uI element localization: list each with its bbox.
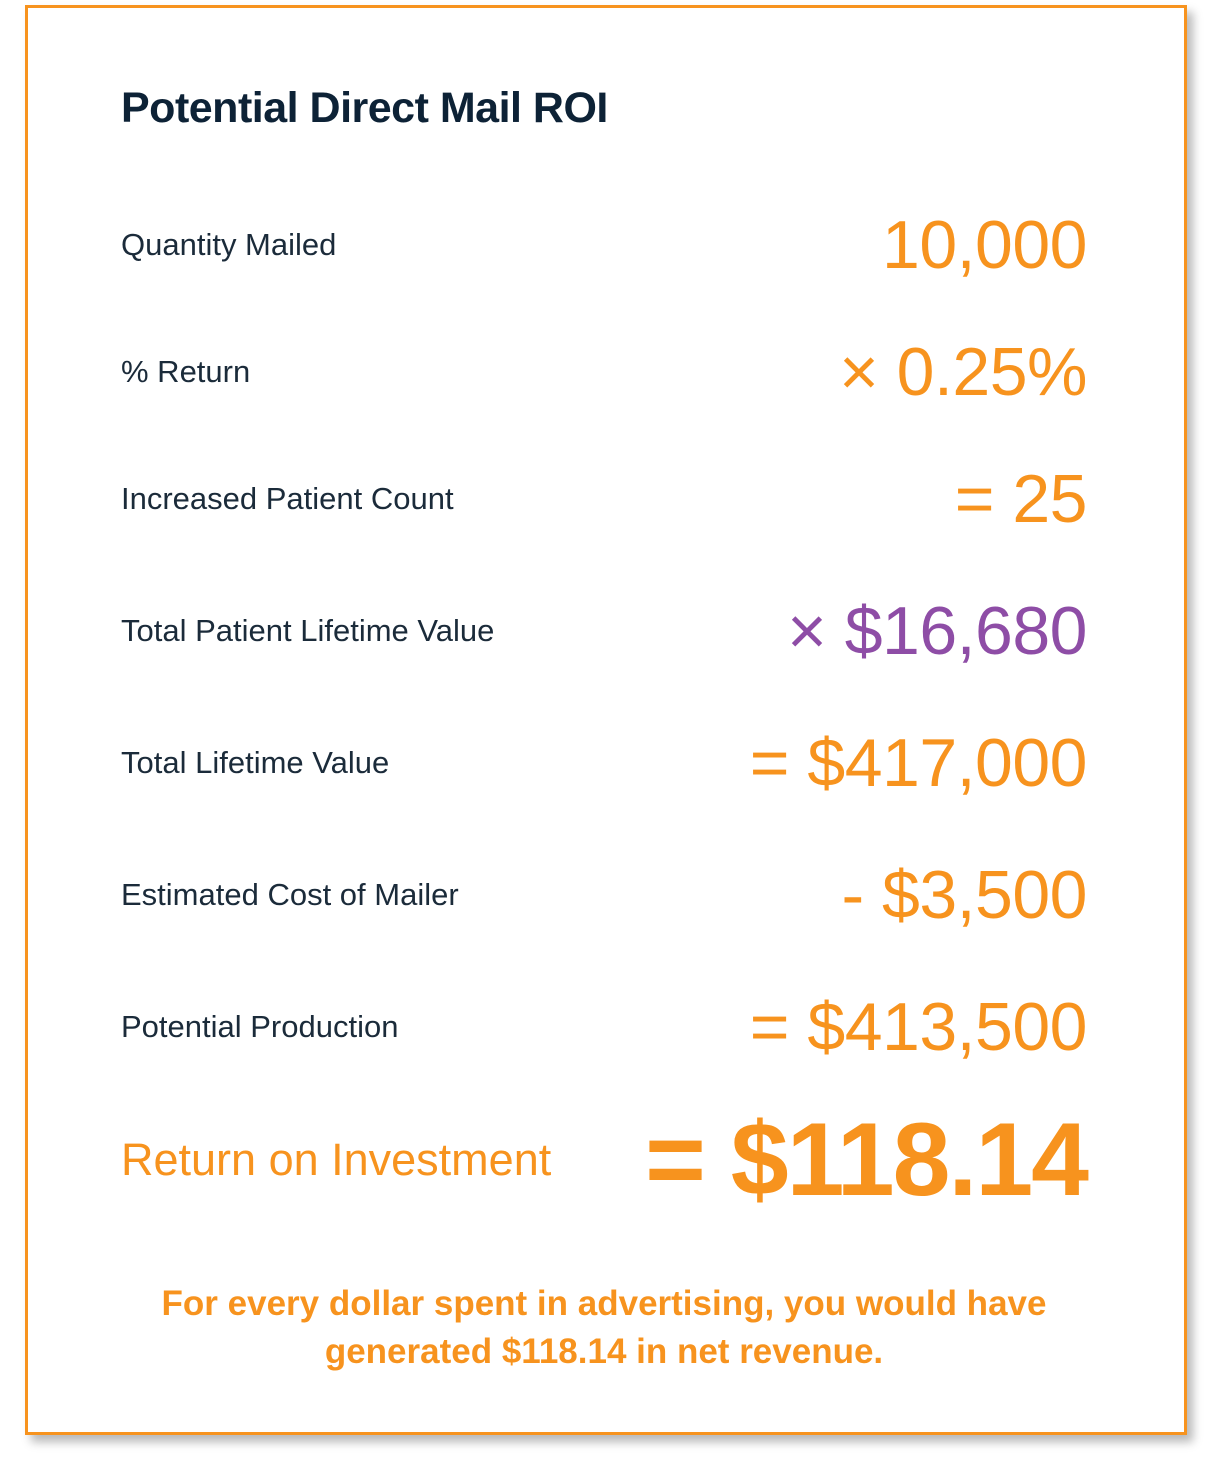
row-value: = $413,500 (749, 989, 1088, 1065)
row-return-on-investment: Return on Investment = $118.14 (121, 1095, 1089, 1225)
row-label: Potential Production (121, 1009, 399, 1044)
row-label: Total Lifetime Value (121, 745, 390, 780)
row-label: Total Patient Lifetime Value (121, 613, 495, 648)
row-quantity-mailed: Quantity Mailed 10,000 (121, 190, 1087, 300)
row-label: % Return (121, 354, 251, 389)
footnote-line-1: For every dollar spent in advertising, y… (161, 1284, 1047, 1323)
row-label: Quantity Mailed (121, 227, 337, 262)
row-value: = $417,000 (749, 725, 1088, 801)
card-title: Potential Direct Mail ROI (121, 84, 608, 132)
row-label: Increased Patient Count (121, 481, 454, 516)
row-increased-patient-count: Increased Patient Count = 25 (121, 444, 1088, 554)
row-total-lifetime-value: Total Lifetime Value = $417,000 (121, 708, 1088, 818)
row-percent-return: % Return × 0.25% (121, 317, 1087, 427)
roi-value: = $118.14 (645, 1101, 1089, 1218)
footnote-line-2: generated $118.14 in net revenue. (324, 1332, 884, 1371)
row-value: × $16,680 (787, 593, 1087, 669)
footnote: For every dollar spent in advertising, y… (121, 1280, 1087, 1376)
row-value: = 25 (954, 461, 1088, 537)
row-total-patient-lifetime-value: Total Patient Lifetime Value × $16,680 (121, 576, 1087, 686)
row-estimated-cost-of-mailer: Estimated Cost of Mailer - $3,500 (121, 840, 1087, 950)
roi-label: Return on Investment (121, 1134, 552, 1185)
row-value: × 0.25% (839, 334, 1087, 410)
row-potential-production: Potential Production = $413,500 (121, 972, 1088, 1082)
row-value: - $3,500 (841, 857, 1087, 933)
row-value: 10,000 (882, 207, 1087, 283)
roi-card (25, 5, 1187, 1435)
row-label: Estimated Cost of Mailer (121, 877, 459, 912)
